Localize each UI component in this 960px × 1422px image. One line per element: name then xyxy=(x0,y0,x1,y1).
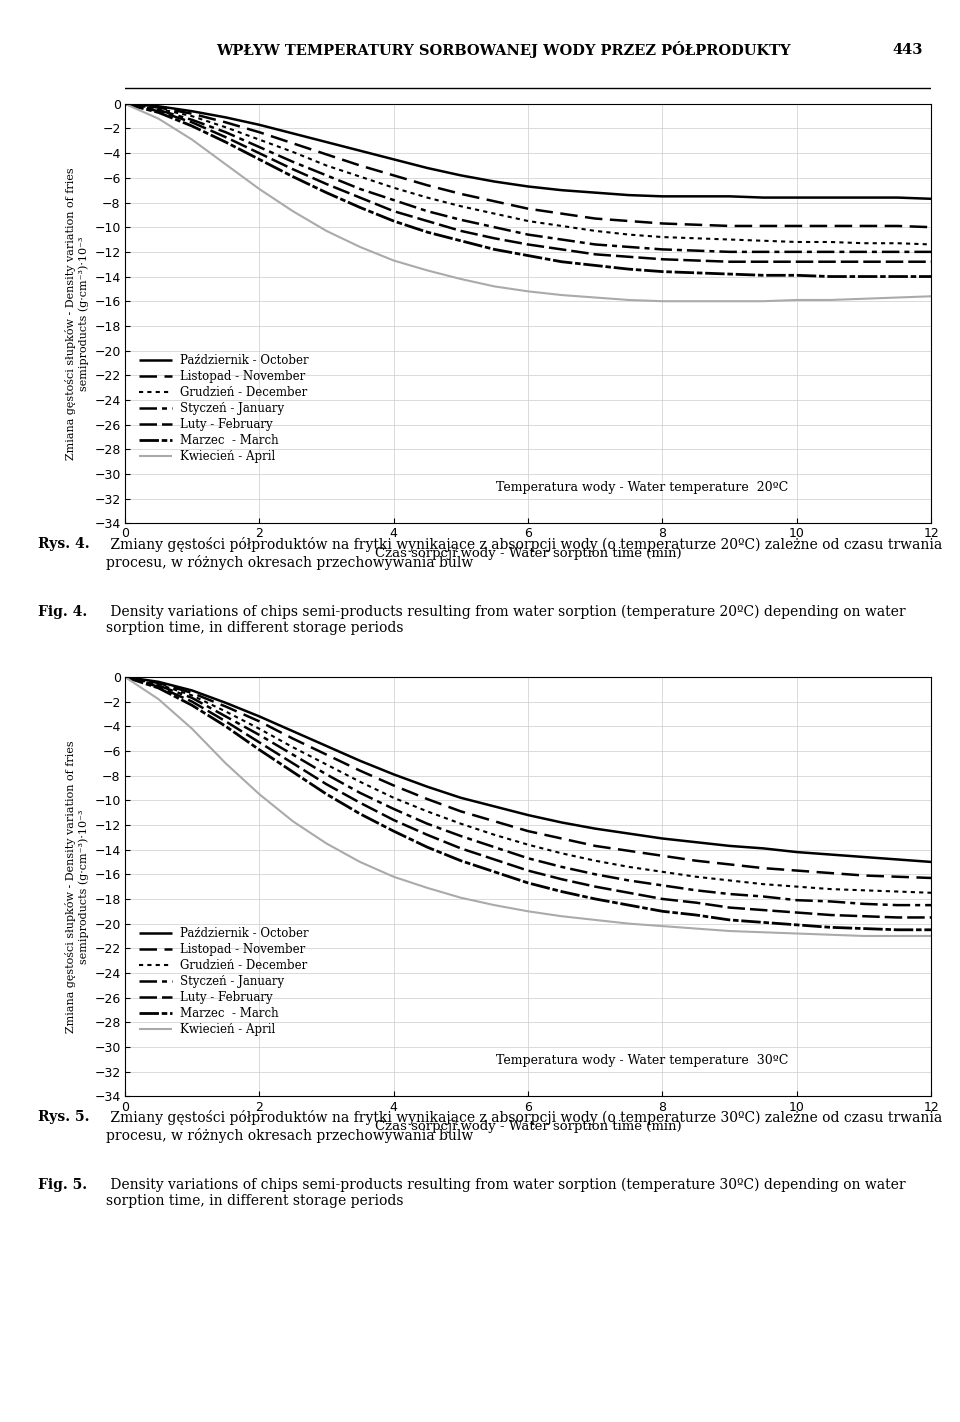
Text: Temperatura wody - Water temperature  20ºC: Temperatura wody - Water temperature 20º… xyxy=(495,481,788,493)
X-axis label: Czas sorpcji wody - Water sorption time (min): Czas sorpcji wody - Water sorption time … xyxy=(374,1121,682,1133)
Text: Fig. 5.: Fig. 5. xyxy=(38,1177,87,1192)
Text: Rys. 4.: Rys. 4. xyxy=(38,538,90,552)
Text: 443: 443 xyxy=(893,43,924,57)
X-axis label: Czas sorpcji wody - Water sorption time (min): Czas sorpcji wody - Water sorption time … xyxy=(374,547,682,560)
Text: Temperatura wody - Water temperature  30ºC: Temperatura wody - Water temperature 30º… xyxy=(495,1054,788,1066)
Legend: Październik - October, Listopad - November, Grudzień - December, Styczeń - Janua: Październik - October, Listopad - Novemb… xyxy=(139,927,309,1035)
Text: Rys. 5.: Rys. 5. xyxy=(38,1111,90,1125)
Text: WPŁYW TEMPERATURY SORBOWANEJ WODY PRZEZ PÓŁPRODUKTY: WPŁYW TEMPERATURY SORBOWANEJ WODY PRZEZ … xyxy=(217,41,791,58)
Legend: Październik - October, Listopad - November, Grudzień - December, Styczeń - Janua: Październik - October, Listopad - Novemb… xyxy=(139,354,309,462)
Y-axis label: Zmiana gęstości słupków - Density variation of fries
semiproducts (g·cm⁻³)·10⁻³: Zmiana gęstości słupków - Density variat… xyxy=(65,168,88,459)
Text: Density variations of chips semi-products resulting from water sorption (tempera: Density variations of chips semi-product… xyxy=(106,604,905,636)
Text: Fig. 4.: Fig. 4. xyxy=(38,604,87,619)
Text: Density variations of chips semi-products resulting from water sorption (tempera: Density variations of chips semi-product… xyxy=(106,1177,905,1209)
Text: Zmiany gęstości półproduktów na frytki wynikające z absorpcji wody (o temperatur: Zmiany gęstości półproduktów na frytki w… xyxy=(106,538,943,570)
Y-axis label: Zmiana gęstości słupków - Density variation of fries
semiproducts (g·cm⁻³)·10⁻³: Zmiana gęstości słupków - Density variat… xyxy=(65,741,88,1032)
Text: Zmiany gęstości półproduktów na frytki wynikające z absorpcji wody (o temperatur: Zmiany gęstości półproduktów na frytki w… xyxy=(106,1111,943,1143)
